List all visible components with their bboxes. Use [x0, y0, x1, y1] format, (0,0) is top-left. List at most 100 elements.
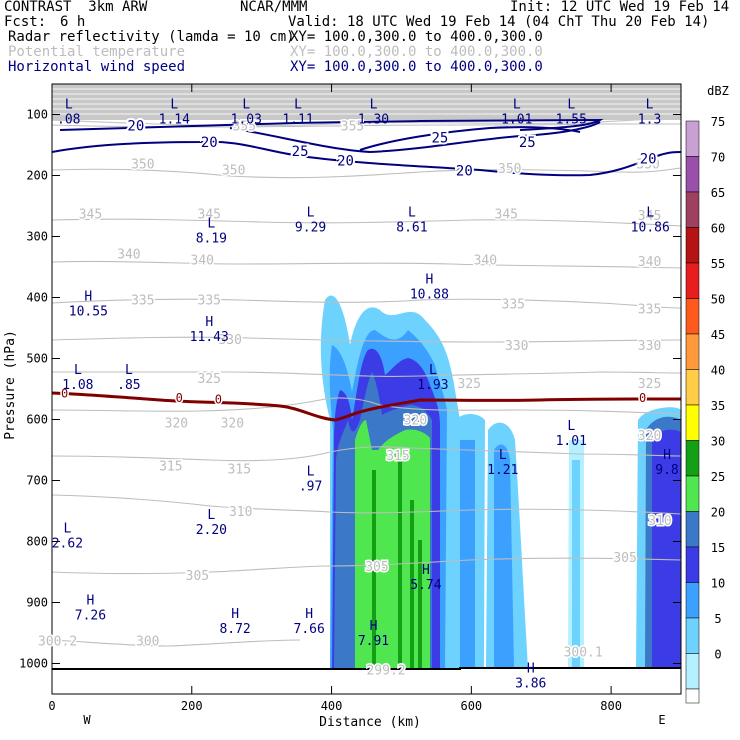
plot-frame	[51, 83, 682, 695]
theta-305	[51, 557, 682, 575]
reflectivity-tower-620-core	[460, 440, 475, 668]
theta-label: 325	[457, 377, 480, 392]
x-tick-label: 0	[48, 699, 55, 713]
field-theta-xy: XY= 100.0,300.0 to 400.0,300.0	[290, 44, 543, 60]
extremum-value: 8.61	[396, 220, 427, 235]
extremum-kind: H	[370, 619, 378, 634]
theta-contours	[51, 123, 682, 647]
theta-label: 330	[505, 339, 528, 354]
theta-label: 335	[638, 302, 661, 317]
extremum-value: 11.43	[190, 330, 229, 345]
theta-label: 345	[198, 207, 221, 222]
x-axis: 0 200 400 600 800	[48, 84, 622, 713]
freezing-label: 0	[176, 391, 183, 405]
extremum-kind: L	[65, 97, 73, 112]
legend-level: 0	[714, 648, 721, 662]
theta-label: 350	[636, 157, 659, 172]
legend-swatch	[685, 653, 700, 690]
wind-label: 20	[127, 118, 144, 134]
extremum-value: 7.66	[294, 622, 325, 637]
theta-label: 345	[638, 209, 661, 224]
legend-level: 70	[711, 151, 725, 165]
y-tick-label: 400	[26, 291, 48, 305]
legend-swatch	[685, 404, 700, 441]
wind-label: 20	[456, 164, 473, 180]
fcst-label: Fcst:	[4, 14, 47, 30]
legend-swatch	[685, 298, 700, 335]
chart-title: CONTRAST 3km ARW	[4, 0, 148, 15]
reflectivity-25-30	[372, 460, 422, 668]
wind-20-lower	[51, 140, 682, 177]
y-tick-label: 200	[26, 169, 48, 183]
east-label: E	[658, 713, 665, 727]
theta-label: 305	[186, 569, 209, 584]
extremum-value: 1.01	[501, 112, 532, 127]
extremum-kind: L	[567, 419, 575, 434]
extremum-kind: H	[422, 563, 430, 578]
legend-level: 25	[711, 470, 725, 484]
extremum-value: 10.88	[410, 288, 449, 303]
extremum-value: 9.29	[295, 220, 326, 235]
x-tick-label: 400	[321, 699, 343, 713]
reflectivity-tower-760-core	[572, 460, 580, 668]
theta-325	[52, 371, 682, 377]
x-tick-label: 600	[460, 699, 482, 713]
legend-level: 35	[711, 399, 725, 413]
freezing-labels: 0 0 0 0	[59, 385, 647, 408]
theta-label: 300.1	[564, 645, 603, 660]
extremum-value: 9.8	[655, 463, 678, 478]
extremum-kind: L	[307, 205, 315, 220]
legend-level: 15	[711, 541, 725, 555]
extremum-value: 8.72	[219, 622, 250, 637]
legend-swatch	[685, 475, 700, 512]
y-tick-label: 1000	[19, 657, 48, 671]
legend-swatch	[685, 227, 700, 264]
freezing-level-line	[51, 391, 682, 422]
theta-label: 315	[228, 462, 251, 477]
theta-label: 325	[638, 377, 661, 392]
theta-label: 335	[502, 298, 525, 313]
extremum-kind: H	[87, 593, 95, 608]
theta-350	[51, 167, 682, 179]
extremum-kind: H	[84, 290, 92, 305]
extremum-value: 8.19	[196, 231, 227, 246]
legend-level: 50	[711, 293, 725, 307]
legend-level: 30	[711, 435, 725, 449]
x-tick-label: 200	[181, 699, 203, 713]
extremum-value: 1.14	[159, 112, 190, 127]
extremum-value: 1.93	[417, 378, 448, 393]
extremum-value: 1.11	[282, 112, 313, 127]
y-tick-label: 500	[26, 352, 48, 366]
extremum-value: .97	[299, 480, 322, 495]
west-label: W	[83, 713, 91, 727]
theta-label: 300.2	[38, 634, 77, 649]
theta-label: 330	[218, 333, 241, 348]
theta-335	[51, 298, 682, 309]
legend-level: 40	[711, 364, 725, 378]
y-tick-label: 600	[26, 413, 48, 427]
wind-contours	[51, 118, 682, 177]
extremum-kind: H	[231, 607, 239, 622]
theta-label: 299.2	[366, 664, 405, 679]
theta-345	[51, 218, 682, 227]
field-wind-xy: XY= 100.0,300.0 to 400.0,300.0	[290, 59, 543, 75]
extremum-kind: H	[425, 273, 433, 288]
reflectivity-tower-880-core	[652, 429, 681, 668]
field-reflectivity-name: Radar reflectivity (lamda = 10 cm)	[8, 29, 295, 45]
extremum-kind: L	[370, 97, 378, 112]
extremum-value: 1.3	[638, 112, 661, 127]
extremum-kind: H	[663, 448, 671, 463]
extremum-value: 1.21	[487, 463, 518, 478]
extremum-kind: L	[294, 97, 302, 112]
extremum-kind: L	[63, 521, 71, 536]
field-theta-name: Potential temperature	[8, 44, 186, 60]
extremum-kind: H	[205, 315, 213, 330]
extremum-kind: H	[305, 607, 313, 622]
extremum-kind: L	[513, 97, 521, 112]
theta-label: 310	[648, 514, 671, 529]
extremum-kind: L	[242, 97, 250, 112]
theta-label: 350	[498, 162, 521, 177]
extremum-kind: L	[499, 448, 507, 463]
